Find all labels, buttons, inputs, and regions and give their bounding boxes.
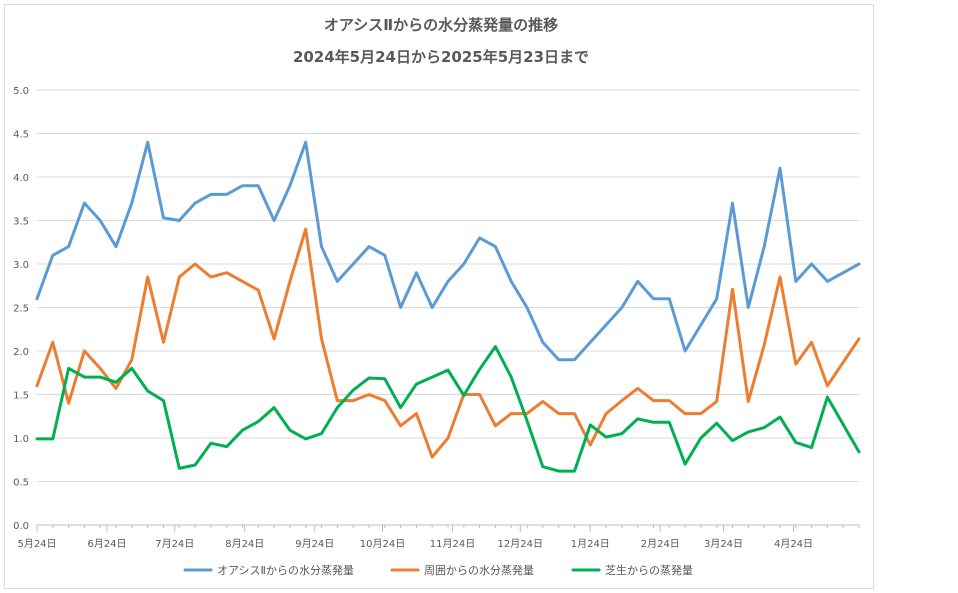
y-tick-label: 0.0	[13, 521, 29, 532]
y-tick-label: 2.0	[13, 347, 29, 358]
line-chart: オアシスⅡからの水分蒸発量の推移 2024年5月24日から2025年5月23日ま…	[13, 16, 861, 577]
series-line-2	[35, 227, 861, 459]
x-tick-label: 9月24日	[295, 538, 334, 550]
gridlines	[37, 89, 859, 482]
y-tick-label: 4.0	[13, 173, 29, 184]
legend-label: 周囲からの水分蒸発量	[424, 563, 534, 577]
y-tick-label: 4.5	[13, 130, 29, 141]
x-tick-label: 6月24日	[87, 538, 126, 550]
legend-label: 芝生からの蒸発量	[605, 563, 693, 577]
y-tick-label: 3.0	[13, 260, 29, 271]
y-tick-label: 0.5	[13, 478, 29, 489]
chart-area: オアシスⅡからの水分蒸発量の推移 2024年5月24日から2025年5月23日ま…	[4, 4, 874, 589]
y-tick-label: 2.5	[13, 304, 29, 315]
x-tick-label: 1月24日	[571, 538, 610, 550]
x-tick-label: 2月24日	[641, 538, 680, 550]
series-lines	[35, 140, 861, 473]
axes: 0.0 0.5 1.0 1.5 2.0 2.5 3.0 3.5 4.0 4.5 5.0 5月24日 6月…	[13, 86, 860, 550]
legend-label: オアシスⅡからの水分蒸発量	[217, 563, 354, 577]
x-tick-label: 11月24日	[430, 538, 475, 550]
x-tick-label: 3月24日	[704, 538, 743, 550]
x-tick-label: 12月24日	[498, 538, 543, 550]
x-tick-label: 7月24日	[155, 538, 194, 550]
x-tick-label: 8月24日	[225, 538, 264, 550]
x-tick-label: 10月24日	[360, 538, 405, 550]
legend: オアシスⅡからの水分蒸発量 周囲からの水分蒸発量 芝生からの蒸発量	[183, 563, 693, 577]
chart-subtitle: 2024年5月24日から2025年5月23日まで	[293, 48, 589, 66]
x-tick-label: 4月24日	[774, 538, 813, 550]
y-tick-label: 1.0	[13, 434, 29, 445]
y-tick-label: 5.0	[13, 86, 29, 97]
series-line-3	[35, 345, 861, 473]
x-tick-label: 5月24日	[17, 538, 56, 550]
y-tick-label: 1.5	[13, 391, 29, 402]
chart-title: オアシスⅡからの水分蒸発量の推移	[324, 16, 558, 34]
y-tick-label: 3.5	[13, 217, 29, 228]
series-line-1	[35, 140, 861, 362]
